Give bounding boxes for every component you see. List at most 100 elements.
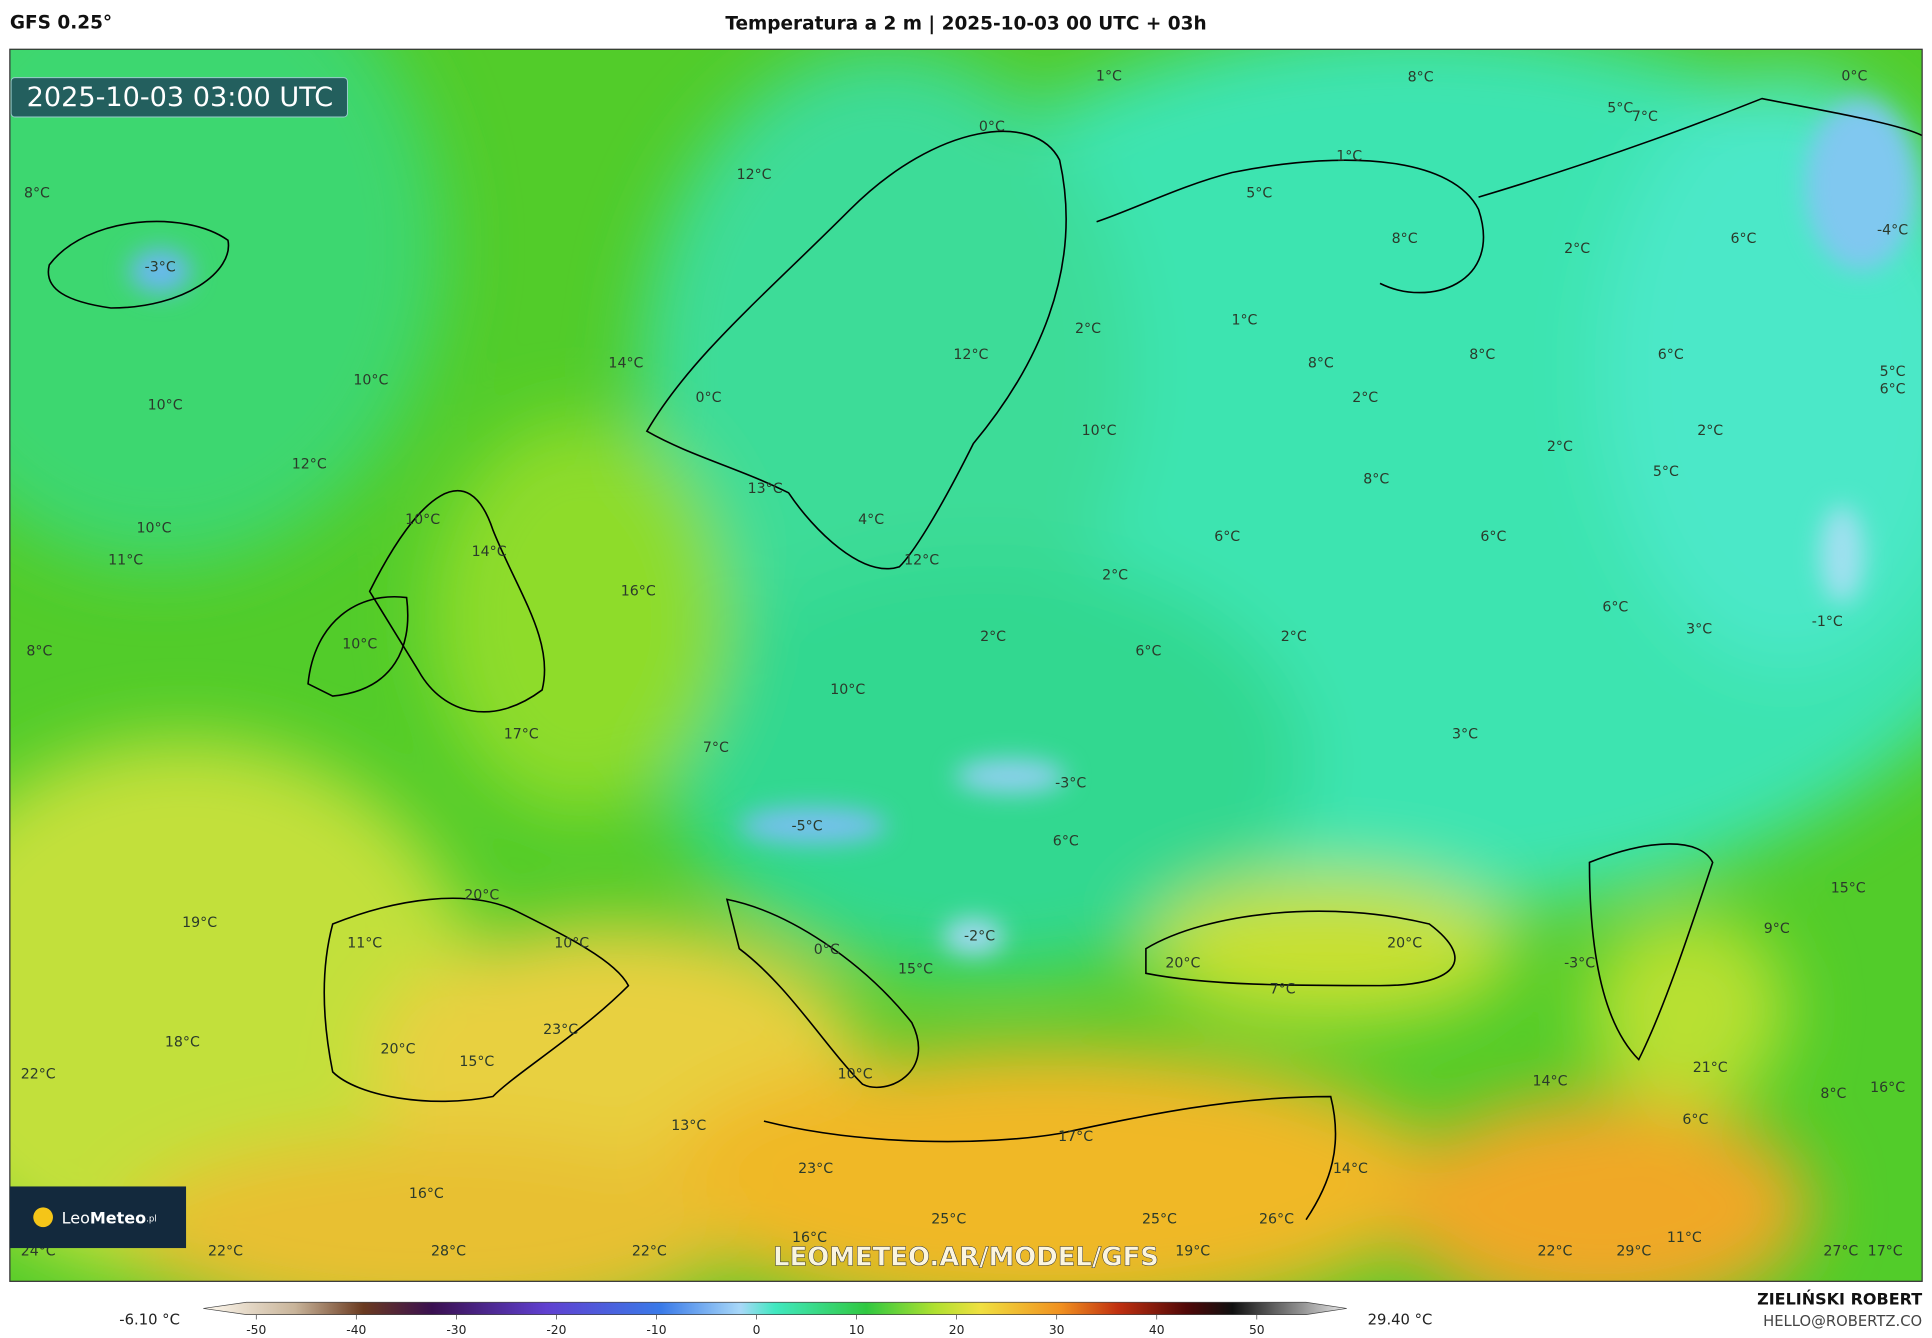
temperature-label: 22°C <box>632 1244 667 1260</box>
temperature-label: 15°C <box>459 1054 494 1070</box>
temperature-label: 16°C <box>1870 1080 1905 1096</box>
temperature-label: 13°C <box>748 481 783 497</box>
temperature-label: 15°C <box>898 962 933 978</box>
temperature-label: 14°C <box>472 544 507 560</box>
colorbar-tick-label: 40 <box>1149 1323 1165 1337</box>
temperature-label: 6°C <box>1214 529 1240 545</box>
temperature-label: -5°C <box>792 819 823 835</box>
colorbar-max: 29.40 °C <box>1368 1312 1433 1329</box>
logo-name: Leo <box>62 1208 90 1227</box>
colorbar-tick-label: 0 <box>753 1323 761 1337</box>
temperature-label: 26°C <box>1259 1212 1294 1228</box>
temperature-label: 0°C <box>814 942 840 958</box>
temperature-label: 17°C <box>1058 1129 1093 1145</box>
colorbar-tick-label: -20 <box>546 1323 566 1337</box>
temperature-label: 2°C <box>1075 321 1101 337</box>
model-name: GFS 0.25° <box>10 12 112 33</box>
temperature-label: 12°C <box>904 553 939 569</box>
temperature-label: 11°C <box>1667 1230 1702 1246</box>
logo: LeoMeteo.pl <box>62 1208 157 1227</box>
temperature-label: 11°C <box>108 553 143 569</box>
logo-sun <box>33 1207 53 1228</box>
temperature-label: 9°C <box>1764 921 1790 937</box>
temperature-label: 5°C <box>1653 464 1679 480</box>
temperature-label: 27°C <box>1823 1244 1858 1260</box>
temperature-label: 6°C <box>1682 1112 1708 1128</box>
temperature-label: 10°C <box>1082 423 1117 439</box>
temperature-label: 17°C <box>1868 1244 1903 1260</box>
temperature-label: 4°C <box>858 512 884 528</box>
temperature-label: -2°C <box>964 928 995 944</box>
temperature-label: 8°C <box>24 185 50 201</box>
temperature-label: 10°C <box>830 682 865 698</box>
temperature-label: -1°C <box>1812 614 1843 630</box>
colorbar <box>203 1301 1347 1315</box>
colorbar-tick-label: -40 <box>346 1323 366 1337</box>
temperature-label: -3°C <box>1564 955 1595 971</box>
author: ZIELIŃSKI ROBERT <box>1757 1289 1922 1308</box>
temperature-label: 8°C <box>1408 70 1434 86</box>
temperature-label: 6°C <box>1602 599 1628 615</box>
temperature-label: 0°C <box>695 390 721 406</box>
colorbar-tick-label: -50 <box>246 1323 266 1337</box>
temperature-label: 16°C <box>409 1186 444 1202</box>
timestamp: 2025-10-03 03:00 UTC <box>27 82 333 113</box>
temperature-label: 6°C <box>1053 833 1079 849</box>
temperature-label: 12°C <box>737 167 772 183</box>
temperature-label: 10°C <box>405 512 440 528</box>
temperature-label: 8°C <box>1308 355 1334 371</box>
temperature-label: 5°C <box>1607 100 1633 116</box>
temperature-label: 17°C <box>504 726 539 742</box>
temperature-label: 12°C <box>953 347 988 363</box>
temperature-label: 2°C <box>1547 439 1573 455</box>
temperature-label: 8°C <box>26 644 52 660</box>
temperature-label: 22°C <box>21 1066 56 1082</box>
colorbar-tick-label: 50 <box>1249 1323 1265 1337</box>
temperature-label: 13°C <box>671 1118 706 1134</box>
temperature-label: 25°C <box>931 1212 966 1228</box>
temperature-label: 2°C <box>980 629 1006 645</box>
colorbar-ticks: -50 -40 -30 -20 -10 0 10 20 30 40 50 <box>246 1314 1265 1337</box>
timestamp-box <box>10 77 348 118</box>
temperature-label: 22°C <box>1537 1244 1572 1260</box>
temperature-label: -4°C <box>1877 222 1908 238</box>
temperature-label: 20°C <box>380 1042 415 1058</box>
map-frame <box>9 48 1923 1282</box>
temperature-label: 14°C <box>608 355 643 371</box>
temperature-label: 16°C <box>792 1230 827 1246</box>
temperature-label: 21°C <box>1693 1060 1728 1076</box>
colorbar-tick-label: -10 <box>646 1323 666 1337</box>
colorbar-tick-label: 20 <box>949 1323 965 1337</box>
colorbar-tick-label: 10 <box>849 1323 865 1337</box>
temperature-label: 8°C <box>1363 471 1389 487</box>
temperature-label: 2°C <box>1352 390 1378 406</box>
temperature-label: 3°C <box>1686 622 1712 638</box>
temperature-label: 2°C <box>1281 629 1307 645</box>
watermark: LEOMETEO.AR/MODEL/GFS <box>773 1242 1159 1272</box>
temperature-label: 5°C <box>1880 364 1906 380</box>
temperature-label: 8°C <box>1820 1086 1846 1102</box>
temperature-label: 10°C <box>137 521 172 537</box>
temperature-label: 18°C <box>165 1034 200 1050</box>
temperature-label: 19°C <box>1175 1244 1210 1260</box>
temperature-label: 1°C <box>1231 312 1257 328</box>
map-title: Temperatura a 2 m | 2025-10-03 00 UTC + … <box>725 14 1206 35</box>
colorbar-tick-label: -30 <box>446 1323 466 1337</box>
temperature-label: 2°C <box>1564 241 1590 257</box>
colorbar-min: -6.10 °C <box>119 1312 180 1329</box>
temperature-label: -3°C <box>1055 776 1086 792</box>
colorbar-tick-label: 30 <box>1049 1323 1065 1337</box>
temperature-label: 28°C <box>431 1244 466 1260</box>
temperature-label: 6°C <box>1880 381 1906 397</box>
temperature-label: 12°C <box>292 456 327 472</box>
temperature-label: 15°C <box>1831 880 1866 896</box>
temperature-label: 23°C <box>798 1161 833 1177</box>
temperature-label: 10°C <box>353 373 388 389</box>
temperature-label: 22°C <box>208 1244 243 1260</box>
temperature-label: 10°C <box>554 936 589 952</box>
coastlines <box>47 97 1923 1221</box>
temperature-label: 7°C <box>1270 981 1296 997</box>
